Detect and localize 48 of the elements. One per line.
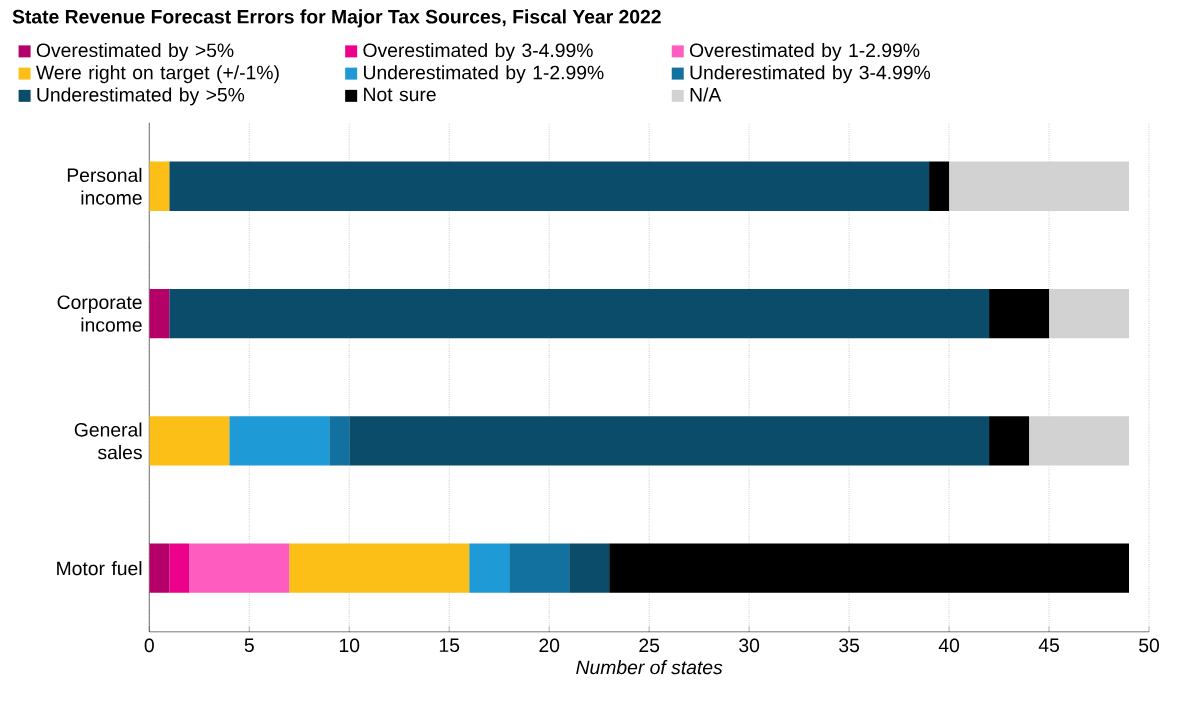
bar [149, 288, 170, 339]
bar [349, 416, 990, 466]
legend-label: Underestimated by 1-2.99% [363, 65, 604, 84]
x-tick-label: 40 [938, 638, 960, 653]
legend-label: Were right on target (+/-1%) [36, 65, 279, 84]
bar [1029, 416, 1130, 466]
legend-label: Underestimated by 3-4.99% [690, 65, 931, 84]
x-tick-label: 10 [339, 638, 360, 653]
y-tick-label: Corporate income [57, 295, 142, 332]
bar [609, 543, 1130, 593]
bar [149, 543, 170, 593]
bar [289, 543, 470, 593]
y-tick-label: Motor fuel [57, 561, 142, 576]
bar [469, 543, 510, 593]
legend-label: Overestimated by 1-2.99% [689, 42, 920, 61]
x-tick-label: 45 [1038, 638, 1059, 652]
bar [229, 416, 330, 466]
bar [929, 161, 950, 211]
bar [1049, 288, 1130, 339]
bar [169, 288, 990, 339]
x-tick-label: 35 [839, 638, 860, 653]
bar [189, 543, 290, 593]
y-tick-label: Personal income [67, 167, 142, 205]
bar [169, 161, 930, 211]
x-tick-label: 20 [539, 638, 560, 653]
x-tick-label: 25 [639, 638, 660, 653]
bar [329, 416, 350, 466]
bar [949, 161, 1130, 211]
legend-label: Not sure [364, 87, 436, 102]
bar [989, 288, 1050, 339]
bar [149, 416, 230, 466]
legend-label: Underestimated by >5% [37, 87, 245, 106]
x-tick-label: 50 [1139, 638, 1160, 653]
x-tick-label: 15 [439, 638, 460, 652]
legend-label: N/A [690, 87, 722, 102]
bar [989, 416, 1030, 466]
x-axis-title: Number of states [576, 659, 723, 675]
x-tick-label: 5 [244, 638, 254, 652]
bar [169, 543, 190, 593]
chart-title: State Revenue Forecast Errors for Major Tax Sources, Fiscal Year 2022 [12, 9, 661, 28]
bar [569, 543, 610, 593]
bar [509, 543, 570, 593]
legend-label: Overestimated by >5% [36, 42, 234, 61]
x-tick-label: 30 [739, 638, 760, 653]
bar [149, 161, 170, 211]
legend-label: Overestimated by 3-4.99% [363, 42, 593, 61]
y-tick-label: General sales [74, 422, 142, 460]
x-tick-label: 0 [144, 638, 154, 653]
